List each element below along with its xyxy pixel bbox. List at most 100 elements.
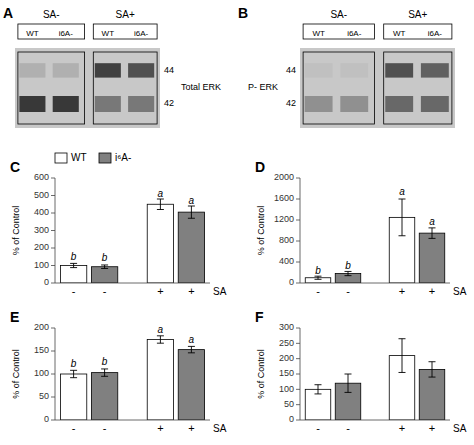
- y-tick-label: 150: [34, 345, 49, 355]
- error-cap: [429, 238, 436, 239]
- panel-letter: D: [255, 159, 265, 175]
- group-label: SA+: [408, 9, 427, 20]
- y-axis: [300, 328, 301, 420]
- error-cap: [70, 263, 77, 264]
- error-cap: [157, 335, 164, 336]
- bar: [147, 340, 173, 421]
- band: [95, 96, 121, 112]
- lane-label: i6A-: [134, 29, 149, 38]
- x-tick-label: +: [188, 285, 194, 297]
- error-line: [104, 265, 105, 269]
- y-tick-label: 200: [34, 242, 49, 252]
- lane-label: WT: [312, 29, 325, 38]
- error-bar: [345, 374, 352, 392]
- lane-label-box: [384, 24, 452, 39]
- band: [305, 63, 333, 77]
- y-tick-label: 500: [34, 190, 49, 200]
- error-line: [348, 271, 349, 275]
- figure: SA-SA+WTi6A-WTi6A-4442Total ERKASA-SA+WT…: [0, 0, 474, 445]
- x-tick-label: -: [103, 285, 107, 297]
- y-tick: [51, 178, 55, 179]
- error-cap: [429, 361, 436, 362]
- bar: [91, 267, 117, 283]
- blot-background: [300, 48, 455, 128]
- lane-label: WT: [26, 29, 39, 38]
- panel-letter: F: [255, 309, 264, 325]
- x-tick-label: -: [346, 422, 350, 434]
- y-tick-label: 300: [279, 322, 294, 332]
- error-bar: [188, 346, 195, 352]
- y-axis: [55, 178, 56, 283]
- band: [340, 63, 368, 77]
- y-tick-label: 100: [34, 368, 49, 378]
- group-label: SA-: [330, 9, 347, 20]
- error-line: [191, 346, 192, 352]
- error-bar: [399, 339, 406, 373]
- error-line: [432, 362, 433, 377]
- x-tick-label: -: [316, 285, 320, 297]
- bar-panel: 0100200300400500600--++bbaaSA% of Contro…: [10, 159, 227, 297]
- error-cap: [70, 267, 77, 268]
- bar: [91, 373, 117, 420]
- bar: [419, 369, 445, 420]
- bar: [147, 204, 173, 283]
- marks: [305, 339, 445, 420]
- y-tick-label: 1200: [274, 214, 294, 224]
- x-axis: [300, 283, 450, 284]
- error-cap: [70, 370, 77, 371]
- y-tick: [296, 178, 300, 179]
- error-bar: [315, 385, 322, 394]
- band: [340, 96, 368, 112]
- mw-label: 44: [286, 65, 296, 75]
- x-axis-label: SA: [453, 286, 467, 297]
- band: [53, 96, 79, 112]
- error-line: [402, 339, 403, 373]
- blot-panel: SA-SA+WTi6A-WTi6A-4442Total ERKA: [3, 5, 221, 128]
- y-tick: [296, 220, 300, 221]
- blot-group-box: [93, 52, 157, 124]
- blot-name: P- ERK: [248, 82, 278, 92]
- bar: [60, 266, 86, 284]
- legend-swatch: [55, 153, 67, 163]
- x-axis-label: SA: [213, 423, 227, 434]
- x-tick-label: +: [188, 422, 194, 434]
- y-tick: [51, 230, 55, 231]
- y-tick-label: 300: [34, 225, 49, 235]
- significance-letter: a: [399, 186, 405, 197]
- y-tick: [51, 351, 55, 352]
- y-tick: [296, 262, 300, 263]
- significance-letter: b: [345, 260, 351, 271]
- error-cap: [345, 392, 352, 393]
- y-tick: [51, 420, 55, 421]
- mw-label: 42: [164, 98, 174, 108]
- y-tick: [296, 358, 300, 359]
- error-line: [402, 199, 403, 236]
- error-line: [191, 206, 192, 218]
- significance-letter: b: [102, 252, 108, 263]
- y-tick-label: 50: [284, 399, 294, 409]
- y-tick-label: 0: [44, 414, 49, 424]
- y-tick-label: 400: [34, 207, 49, 217]
- y-tick-label: 1600: [274, 193, 294, 203]
- y-tick-label: 100: [279, 384, 294, 394]
- error-line: [348, 374, 349, 392]
- lane-label: WT: [393, 29, 406, 38]
- band: [385, 96, 413, 112]
- y-axis-label: % of Control: [11, 349, 21, 399]
- x-tick-label: +: [429, 422, 435, 434]
- error-cap: [429, 227, 436, 228]
- band: [128, 96, 154, 112]
- marks: [60, 336, 204, 420]
- error-cap: [157, 343, 164, 344]
- error-line: [73, 370, 74, 377]
- group-label: SA+: [116, 9, 135, 20]
- y-tick-label: 150: [279, 368, 294, 378]
- error-cap: [188, 346, 195, 347]
- panel-letter: E: [10, 309, 19, 325]
- error-cap: [315, 384, 322, 385]
- error-line: [104, 369, 105, 376]
- x-axis: [300, 420, 450, 421]
- band: [385, 63, 413, 77]
- bar: [60, 374, 86, 420]
- significance-letter: a: [158, 324, 164, 335]
